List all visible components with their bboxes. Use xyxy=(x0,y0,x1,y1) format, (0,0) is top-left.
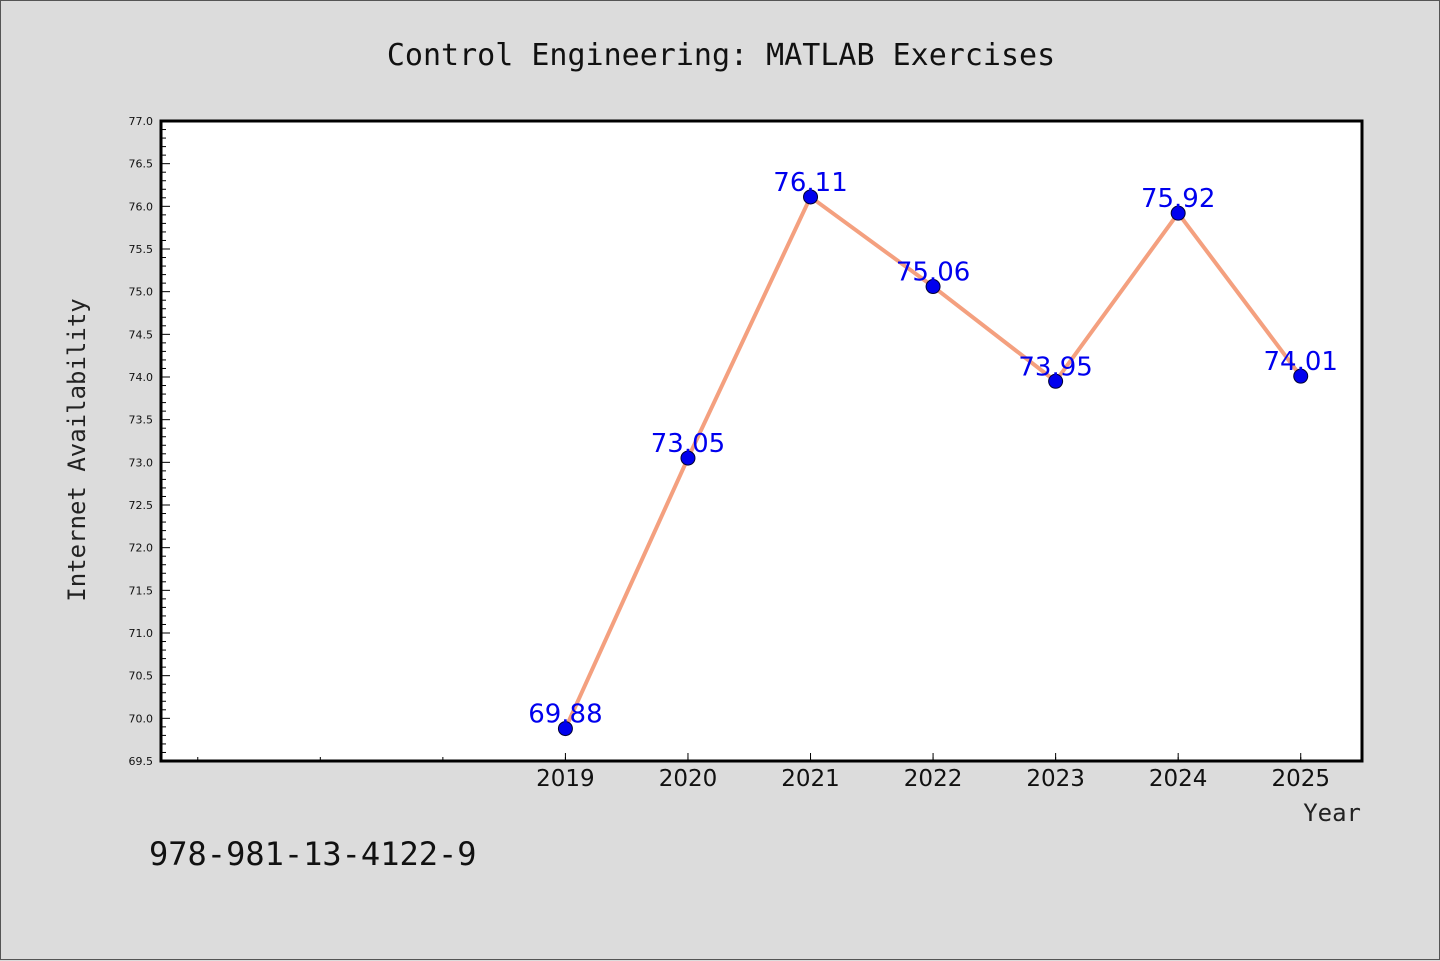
x-tick-label: 2022 xyxy=(904,766,963,792)
y-tick-label: 77.0 xyxy=(129,115,154,128)
x-axis-label: Year xyxy=(1303,799,1361,827)
y-tick-label: 72.0 xyxy=(129,542,154,555)
y-tick-label: 76.5 xyxy=(129,158,154,171)
x-tick-label: 2023 xyxy=(1026,766,1085,792)
data-label: 73.05 xyxy=(651,429,725,459)
x-tick-label: 2019 xyxy=(536,766,595,792)
data-point xyxy=(1048,373,1064,389)
x-axis: 2019 2020 2021 2022 2023 2024 2025 xyxy=(197,753,1330,792)
x-tick-label: 2024 xyxy=(1149,766,1208,792)
y-tick-label: 75.0 xyxy=(129,286,154,299)
data-label: 75.06 xyxy=(896,258,970,288)
y-tick-label: 74.5 xyxy=(129,328,154,341)
y-tick-label: 70.5 xyxy=(129,670,154,683)
y-tick-label: 75.5 xyxy=(129,243,154,256)
y-tick-label: 76.0 xyxy=(129,200,154,213)
x-tick-label: 2020 xyxy=(659,766,718,792)
y-tick-label: 72.5 xyxy=(129,499,154,512)
y-tick-label: 71.0 xyxy=(129,627,154,640)
y-tick-label: 70.0 xyxy=(129,712,154,725)
y-tick-label: 73.5 xyxy=(129,414,154,427)
y-axis-label: Internet Availability xyxy=(63,298,91,601)
data-label: 69.88 xyxy=(528,700,602,730)
x-tick-label: 2021 xyxy=(781,766,840,792)
y-tick-label: 71.5 xyxy=(129,584,154,597)
plot-area xyxy=(159,119,1364,763)
data-point xyxy=(1170,205,1186,221)
data-point xyxy=(803,189,819,205)
data-label: 73.95 xyxy=(1018,352,1092,382)
y-tick-label: 74.0 xyxy=(129,371,154,384)
data-point xyxy=(557,721,573,737)
y-tick-label: 73.0 xyxy=(129,456,154,469)
data-series: 69.88 73.05 76.11 75.06 73.95 75.92 74.01 xyxy=(528,168,1338,737)
data-point xyxy=(1293,368,1309,384)
data-label: 76.11 xyxy=(773,168,847,198)
data-point xyxy=(925,279,941,295)
data-point xyxy=(680,450,696,466)
y-axis: 69.5 70.0 70.5 71.0 71.5 72.0 72.5 73.0 73.5 74.0… xyxy=(129,115,170,768)
x-tick-label: 2025 xyxy=(1271,766,1330,792)
isbn-text: 978-981-13-4122-9 xyxy=(149,835,477,873)
y-tick-label: 69.5 xyxy=(129,755,154,768)
data-label: 75.92 xyxy=(1141,184,1215,214)
chart-title: Control Engineering: MATLAB Exercises xyxy=(387,38,1055,73)
data-label: 74.01 xyxy=(1264,347,1338,377)
